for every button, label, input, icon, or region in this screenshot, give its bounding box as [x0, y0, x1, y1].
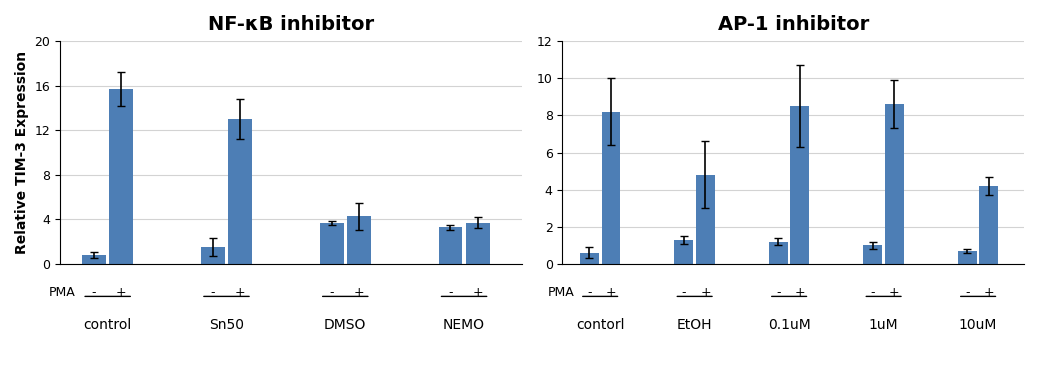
Bar	[885, 104, 904, 264]
Bar	[602, 112, 620, 264]
Text: EtOH: EtOH	[676, 318, 713, 332]
Bar	[674, 240, 693, 264]
Text: -: -	[682, 286, 686, 300]
Bar	[347, 216, 371, 264]
Text: +: +	[473, 286, 483, 300]
Text: -: -	[587, 286, 591, 300]
Text: +: +	[889, 286, 900, 300]
Bar	[580, 253, 598, 264]
Bar	[320, 223, 344, 264]
Text: +: +	[235, 286, 245, 300]
Bar	[980, 186, 998, 264]
Text: DMSO: DMSO	[324, 318, 367, 332]
Text: PMA: PMA	[49, 286, 75, 300]
Text: 10uM: 10uM	[959, 318, 997, 332]
Bar	[438, 227, 462, 264]
Text: NEMO: NEMO	[443, 318, 485, 332]
Bar	[82, 255, 106, 264]
Text: -: -	[965, 286, 969, 300]
Text: 1uM: 1uM	[869, 318, 899, 332]
Bar	[229, 119, 251, 264]
Bar	[791, 106, 809, 264]
Title: AP-1 inhibitor: AP-1 inhibitor	[718, 15, 869, 34]
Text: +: +	[795, 286, 805, 300]
Text: -: -	[776, 286, 780, 300]
Text: -: -	[448, 286, 453, 300]
Bar	[769, 242, 788, 264]
Text: +: +	[984, 286, 994, 300]
Bar	[201, 247, 224, 264]
Text: +: +	[606, 286, 616, 300]
Bar	[863, 246, 882, 264]
Text: +: +	[116, 286, 127, 300]
Text: -: -	[211, 286, 215, 300]
Text: PMA: PMA	[548, 286, 575, 300]
Text: -: -	[871, 286, 875, 300]
Text: Sn50: Sn50	[209, 318, 244, 332]
Text: -: -	[91, 286, 97, 300]
Text: -: -	[329, 286, 334, 300]
Bar	[696, 175, 715, 264]
Y-axis label: Relative TIM-3 Expression: Relative TIM-3 Expression	[15, 51, 29, 254]
Text: +: +	[353, 286, 364, 300]
Bar	[958, 251, 977, 264]
Bar	[465, 223, 489, 264]
Text: control: control	[83, 318, 132, 332]
Text: 0.1uM: 0.1uM	[768, 318, 810, 332]
Title: NF-κB inhibitor: NF-κB inhibitor	[208, 15, 374, 34]
Text: contorl: contorl	[576, 318, 624, 332]
Bar	[109, 89, 133, 264]
Text: +: +	[700, 286, 711, 300]
